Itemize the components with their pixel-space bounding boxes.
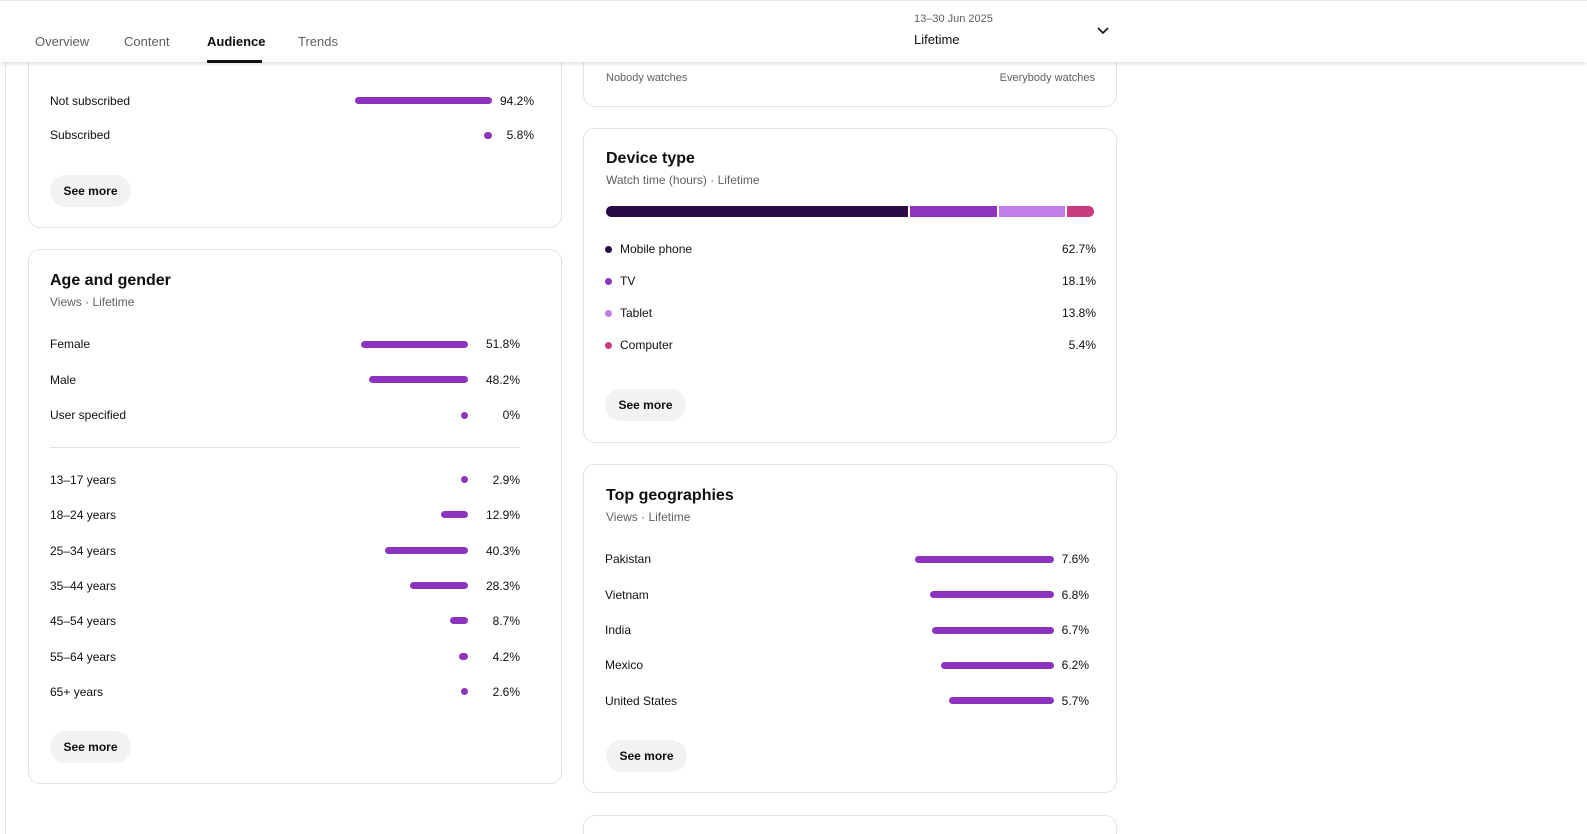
geo-bar [915,556,1054,563]
device-label: Tablet [620,306,653,320]
scale-right-label: Everybody watches [999,72,1095,84]
geo-bar [932,627,1054,634]
age-label: 13–17 years [50,473,117,487]
legend-dot-computer [605,342,612,349]
gender-label: User specified [50,408,127,422]
tab-content[interactable]: Content [124,34,170,49]
geo-label: Pakistan [605,552,652,566]
left-border [5,0,6,834]
geo-label: Vietnam [605,588,649,602]
device-bar-segment [910,206,997,217]
age-gender-card: Age and gender Views · Lifetime Female 5… [28,249,562,784]
age-value: 2.9% [492,473,520,487]
age-bar [410,582,468,589]
subscription-row-label: Not subscribed [50,94,131,108]
device-value: 62.7% [1061,242,1096,256]
age-bar [385,547,468,554]
gender-value: 0% [502,408,520,422]
date-range-text[interactable]: 13–30 Jun 2025 [914,13,993,25]
age-label: 55–64 years [50,650,117,664]
age-label: 25–34 years [50,544,117,558]
card-title: Device type [606,150,695,167]
scale-left-label: Nobody watches [606,72,688,84]
device-label: TV [620,274,636,288]
age-value: 2.6% [492,685,520,699]
subscription-card: Not subscribed 94.2% Subscribed 5.8% See… [28,30,562,228]
card-subtitle: Views · Lifetime [606,510,691,524]
subscription-row-value: 5.8% [506,128,534,142]
geo-bar [930,591,1054,598]
gender-value: 48.2% [485,373,520,387]
geo-value: 7.6% [1061,552,1089,566]
next-card [583,815,1117,834]
age-label: 65+ years [50,685,104,699]
gender-bar [461,412,468,419]
age-value: 28.3% [485,579,520,593]
device-value: 5.4% [1068,338,1096,352]
tab-audience[interactable]: Audience [207,34,266,49]
age-gender-see-more-button[interactable]: See more [50,731,131,763]
chevron-down-icon[interactable] [1096,24,1110,38]
age-label: 18–24 years [50,508,117,522]
card-title: Top geographies [606,487,734,504]
geo-value: 6.7% [1061,623,1089,637]
age-bar [450,617,468,624]
device-bar-segment [606,206,908,217]
gender-bar [361,341,468,348]
age-bar [461,688,468,695]
device-see-more-button[interactable]: See more [605,389,686,421]
age-value: 40.3% [485,544,520,558]
legend-dot-mobile [605,246,612,253]
card-subtitle: Watch time (hours) · Lifetime [606,173,760,187]
geo-label: Mexico [605,658,644,672]
geo-value: 6.8% [1061,588,1089,602]
subscription-bar [484,132,492,139]
device-label: Computer [620,338,673,352]
geo-label: India [605,623,632,637]
subscription-bar [355,97,492,104]
top-header: Overview Content Audience Trends 13–30 J… [0,0,1587,63]
geo-bar [941,662,1054,669]
device-value: 18.1% [1061,274,1096,288]
age-value: 8.7% [492,614,520,628]
device-bar-segment [1067,206,1094,217]
subscription-row-label: Subscribed [50,128,111,142]
subscription-see-more-button[interactable]: See more [50,175,131,207]
gender-label: Female [50,337,91,351]
geo-bar [949,697,1054,704]
age-label: 35–44 years [50,579,117,593]
geo-value: 6.2% [1061,658,1089,672]
age-label: 45–54 years [50,614,117,628]
tab-overview[interactable]: Overview [35,34,90,49]
date-period-text[interactable]: Lifetime [914,32,960,47]
card-subtitle: Views · Lifetime [50,295,135,309]
age-value: 4.2% [492,650,520,664]
device-label: Mobile phone [620,242,693,256]
section-divider [50,447,520,448]
legend-dot-tablet [605,310,612,317]
geo-value: 5.7% [1061,694,1089,708]
gender-value: 51.8% [485,337,520,351]
active-tab-indicator [207,60,262,63]
age-bar [441,511,468,518]
top-geographies-card: Top geographies Views · Lifetime Pakista… [583,464,1117,793]
tab-trends[interactable]: Trends [298,34,338,49]
device-bar-segment [999,206,1065,217]
gender-bar [369,376,468,383]
age-value: 12.9% [485,508,520,522]
geo-see-more-button[interactable]: See more [606,740,687,772]
age-bar [461,476,468,483]
subscription-row-value: 94.2% [499,94,534,108]
device-value: 13.8% [1061,306,1096,320]
age-bar [459,653,468,660]
card-title: Age and gender [50,272,171,289]
gender-label: Male [50,373,77,387]
geo-label: United States [605,694,678,708]
legend-dot-tv [605,278,612,285]
